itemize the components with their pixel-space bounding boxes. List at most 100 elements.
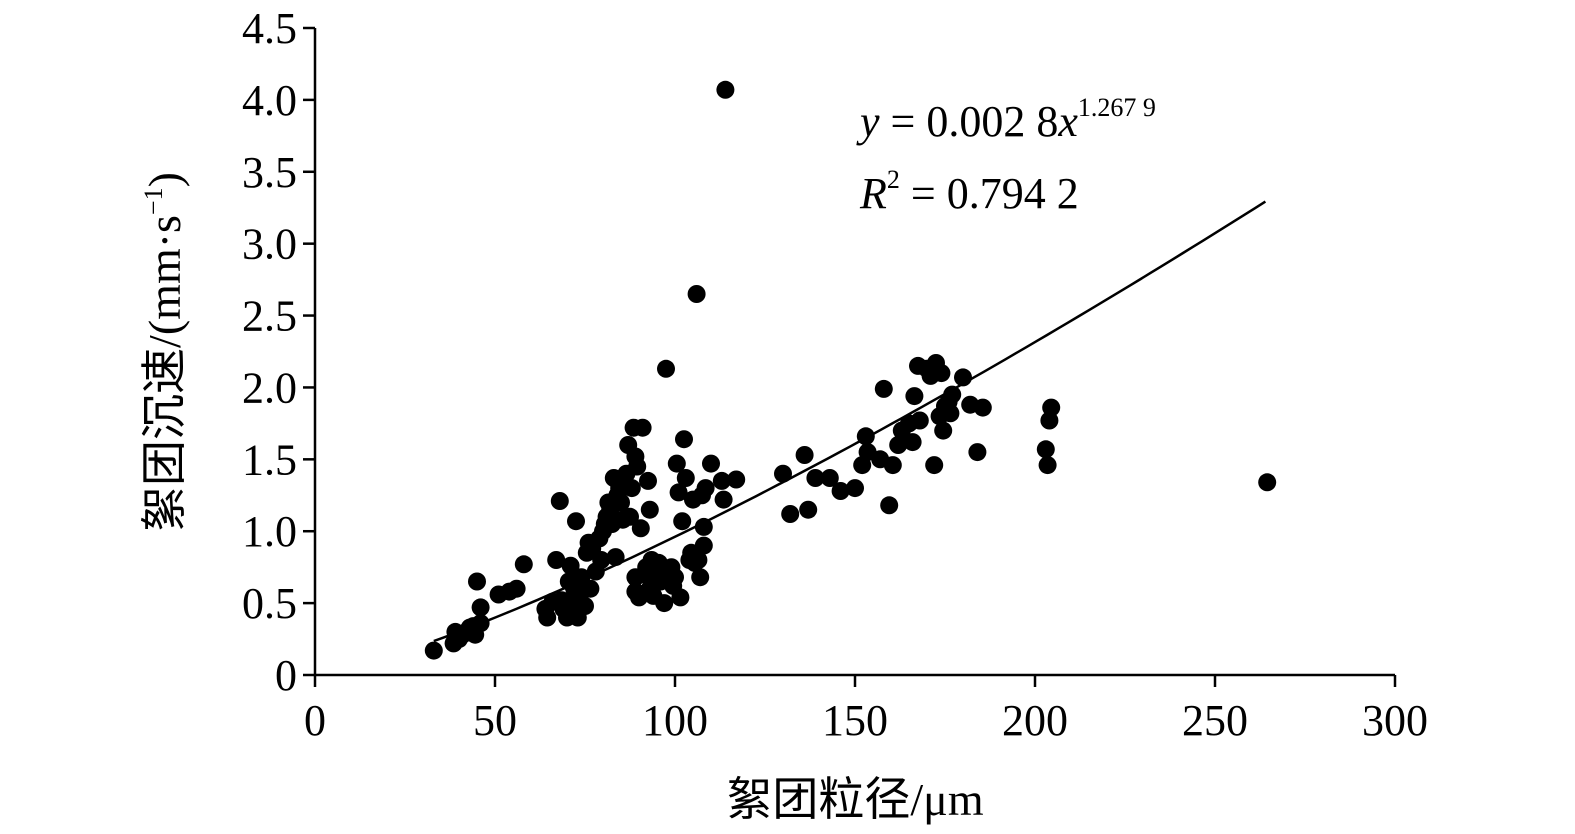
equation-y-var: y [856, 97, 880, 146]
data-point [468, 572, 486, 591]
data-point [657, 359, 675, 378]
data-point [628, 457, 647, 476]
data-point [880, 496, 899, 515]
y-axis-title-exponent: −1 [139, 187, 168, 215]
data-point [592, 551, 611, 569]
data-point [471, 614, 490, 633]
data-point [655, 594, 674, 613]
data-point [820, 469, 839, 487]
r-squared-var: R [859, 169, 887, 218]
data-point [712, 471, 731, 490]
data-point [954, 368, 972, 387]
x-tick-label: 100 [642, 696, 708, 745]
r-squared-sup: 2 [887, 165, 900, 194]
data-point [424, 641, 443, 660]
data-point [846, 479, 864, 498]
data-point [943, 385, 962, 404]
data-point [612, 493, 630, 512]
data-point [639, 471, 657, 490]
data-points [424, 80, 1277, 660]
equation-x-var: x [1057, 97, 1078, 146]
data-point [507, 579, 526, 598]
data-point [576, 597, 594, 615]
data-point [669, 483, 688, 502]
data-point [1258, 473, 1277, 492]
data-point [631, 519, 650, 538]
y-tick-label: 2.0 [242, 363, 297, 412]
data-point [905, 387, 924, 406]
x-tick-label: 50 [473, 696, 517, 745]
y-tick-label: 1.5 [242, 435, 297, 484]
data-point [795, 446, 814, 464]
data-point [831, 482, 850, 500]
r-squared-value: = 0.794 2 [900, 169, 1079, 218]
data-point [667, 454, 686, 473]
y-axis-title-main: 絮团沉速/(mm·s [139, 215, 190, 532]
x-tick-label: 150 [822, 696, 888, 745]
data-point [716, 80, 735, 99]
data-point [696, 479, 715, 498]
data-point [910, 411, 929, 430]
y-tick-label: 0 [275, 651, 297, 700]
data-point [932, 364, 951, 383]
data-point [687, 285, 706, 303]
x-axis-ticks: 0 50 100 150 200 250 300 [304, 675, 1428, 745]
data-point [561, 556, 580, 575]
r-squared-label: R2 = 0.794 2 [859, 165, 1079, 218]
y-tick-label: 3.0 [242, 220, 297, 269]
data-point [889, 436, 908, 454]
data-point [550, 492, 569, 510]
data-point [640, 500, 659, 519]
data-point [671, 588, 690, 607]
data-point [874, 379, 893, 398]
data-point [675, 430, 693, 449]
fit-equation: y = 0.002 8x1.267 9 [856, 93, 1156, 146]
x-tick-label: 0 [304, 696, 326, 745]
y-tick-label: 2.5 [242, 292, 297, 341]
x-tick-label: 200 [1002, 696, 1068, 745]
y-axis-ticks: 0 0.5 1.0 1.5 2.0 2.5 3.0 3.5 4.0 4.5 [242, 4, 315, 700]
data-point [673, 512, 692, 531]
data-point [806, 469, 825, 487]
fit-layer [433, 200, 1267, 643]
data-point [774, 464, 792, 483]
data-point [694, 536, 713, 555]
equation-body: = 0.002 8 [880, 97, 1059, 146]
x-axis-title: 絮团粒径/μm [726, 774, 983, 825]
data-point [1042, 398, 1061, 417]
y-tick-label: 1.0 [242, 507, 297, 556]
data-point [581, 579, 600, 598]
equation-exponent: 1.267 9 [1078, 93, 1156, 122]
y-tick-label: 3.5 [242, 148, 297, 197]
data-point [1038, 456, 1057, 475]
data-point [799, 500, 818, 519]
data-point [702, 454, 720, 473]
data-point [941, 404, 960, 423]
data-point [606, 548, 625, 567]
y-tick-label: 0.5 [242, 579, 297, 628]
data-point [621, 507, 639, 526]
data-point [538, 608, 557, 627]
data-point [567, 512, 585, 531]
y-axis-title-close: ) [139, 172, 190, 187]
data-point [883, 456, 902, 475]
data-point [973, 398, 992, 417]
y-axis-title: 絮团沉速/(mm·s−1) [139, 172, 190, 532]
x-tick-label: 250 [1182, 696, 1248, 745]
data-point [714, 490, 733, 509]
data-point [691, 568, 710, 587]
data-point [856, 427, 875, 446]
data-point [471, 598, 490, 617]
data-point [689, 551, 708, 569]
data-point [666, 568, 684, 587]
data-point [514, 555, 533, 574]
data-point [781, 505, 800, 523]
data-point [934, 421, 953, 440]
y-tick-label: 4.0 [242, 76, 297, 125]
data-point [925, 456, 944, 475]
data-point [1036, 440, 1055, 459]
data-point [694, 517, 713, 536]
data-point [903, 433, 922, 452]
